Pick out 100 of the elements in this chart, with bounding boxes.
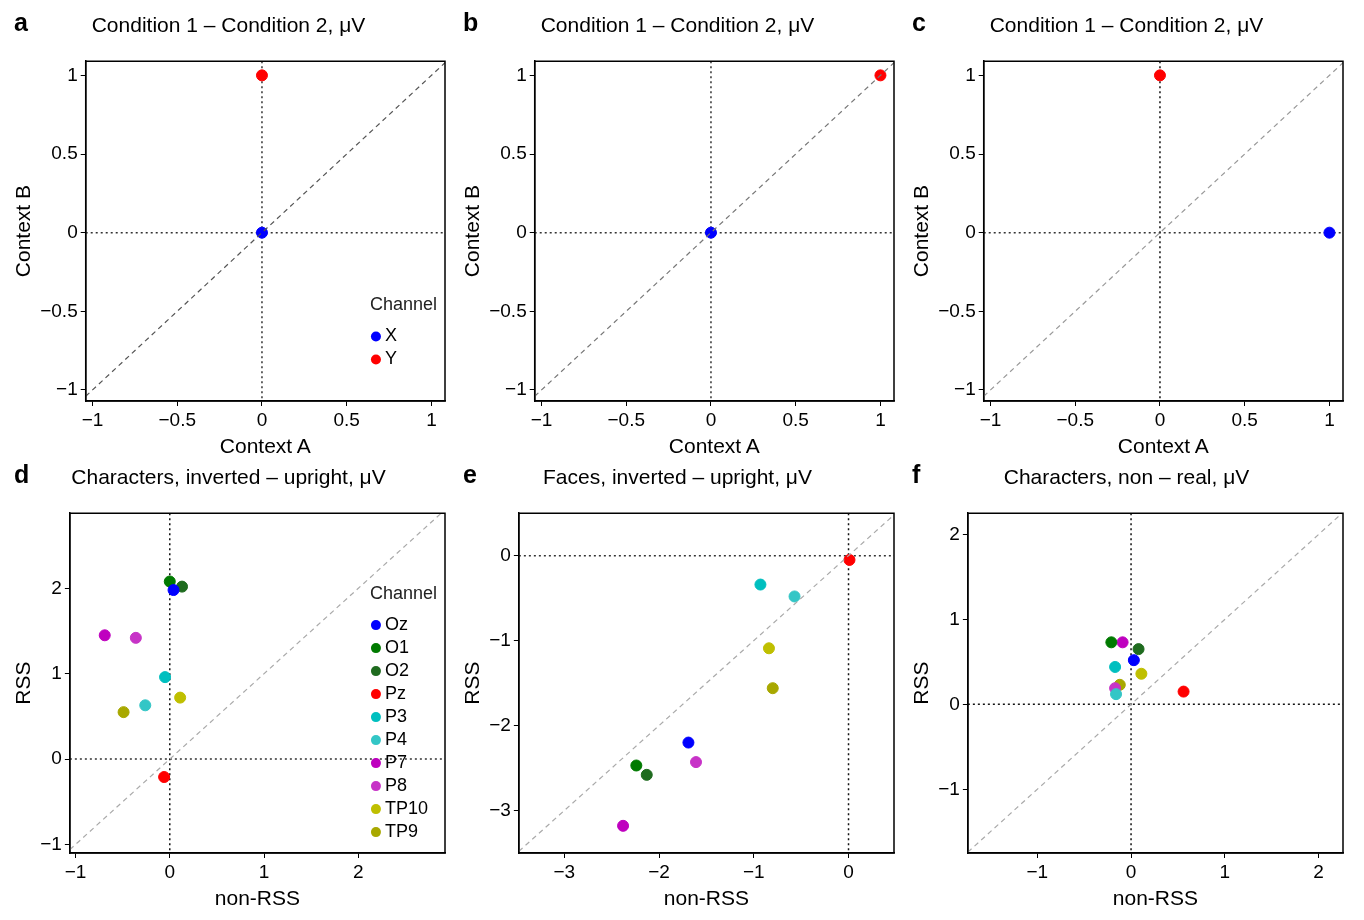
- y-tick-label: 1: [949, 607, 960, 629]
- point: [1110, 688, 1123, 701]
- y-tick-label: 0: [965, 220, 976, 242]
- y-tick-label: −0.5: [40, 299, 78, 321]
- x-tick-label: −1: [979, 408, 1002, 430]
- x-tick-label: 0.5: [333, 408, 360, 430]
- x-tick-label: 0: [843, 860, 854, 882]
- x-tick-label: 0.5: [1231, 408, 1258, 430]
- x-tick-label: 1: [258, 860, 270, 882]
- x-tick-label: −1: [530, 408, 553, 430]
- point: [159, 671, 172, 684]
- point: [1116, 636, 1129, 649]
- y-tick-label: 0: [51, 747, 62, 769]
- text: b: [463, 8, 479, 37]
- legend-label: Oz: [384, 614, 408, 635]
- x-tick-label: 0: [256, 408, 268, 430]
- x-tick-label: −0.5: [1056, 408, 1094, 430]
- point: [167, 584, 180, 597]
- y-axis-title: RSS: [460, 661, 484, 705]
- chart-title: Condition 1 – Condition 2, μV: [540, 13, 815, 37]
- y-tick-label: 2: [949, 522, 960, 544]
- point: [1132, 643, 1145, 656]
- point: [843, 553, 856, 566]
- y-tick-label: −1: [938, 777, 960, 799]
- point: [617, 819, 630, 832]
- y-tick-label: 0: [67, 220, 78, 242]
- y-tick-label: 1: [67, 63, 78, 85]
- legend-label: O1: [384, 637, 409, 658]
- y-axis-title: Context B: [11, 184, 35, 278]
- x-axis-title: non-RSS: [214, 886, 301, 910]
- legend-label: P7: [384, 752, 407, 773]
- x-tick-label: 0: [1125, 860, 1137, 882]
- chart-title: Faces, inverted – upright, μV: [543, 465, 812, 489]
- y-tick-label: −1: [489, 628, 511, 650]
- x-tick-label: 0: [705, 408, 717, 430]
- x-axis-title: Context A: [1117, 434, 1209, 458]
- point: [174, 691, 187, 704]
- legend-label: TP10: [384, 798, 428, 819]
- point: [630, 759, 643, 772]
- text: e: [463, 460, 477, 489]
- text: d: [14, 460, 30, 489]
- legend-label: TP9: [384, 821, 418, 842]
- point: [682, 736, 695, 749]
- point: [766, 682, 779, 695]
- legend-label: O2: [384, 660, 409, 681]
- point: [129, 631, 142, 644]
- x-tick-label: −0.5: [607, 408, 645, 430]
- point: [1127, 654, 1140, 667]
- x-tick-label: −0.5: [158, 408, 196, 430]
- x-tick-label: 0: [164, 860, 176, 882]
- point: [788, 590, 801, 603]
- y-tick-label: 1: [965, 63, 976, 85]
- y-axis-title: Context B: [909, 184, 933, 278]
- point: [1177, 685, 1190, 698]
- legend-title: Channel: [369, 294, 438, 315]
- legend-label: P4: [384, 729, 407, 750]
- point: [754, 578, 767, 591]
- point: [1135, 667, 1148, 680]
- x-tick-label: 2: [1313, 860, 1324, 882]
- legend-label: Y: [384, 348, 397, 369]
- legend-label: P8: [384, 775, 407, 796]
- x-tick-label: 2: [353, 860, 364, 882]
- point: [98, 629, 111, 642]
- legend-title: Channel: [369, 583, 438, 604]
- chart-title: Characters, non – real, μV: [1003, 465, 1250, 489]
- text: c: [912, 8, 926, 37]
- legend-label: X: [384, 325, 397, 346]
- x-tick-label: 1: [875, 408, 886, 430]
- x-tick-label: 0: [1154, 408, 1166, 430]
- y-tick-label: −2: [489, 713, 511, 735]
- x-tick-label: −1: [1026, 860, 1049, 882]
- y-tick-label: −1: [56, 378, 78, 400]
- y-tick-label: −1: [40, 832, 62, 854]
- x-tick-label: 0.5: [782, 408, 809, 430]
- y-tick-label: 0: [516, 220, 527, 242]
- y-axis-title: RSS: [909, 661, 933, 705]
- x-tick-label: −1: [81, 408, 104, 430]
- y-tick-label: −1: [954, 378, 976, 400]
- y-axis-title: RSS: [11, 661, 35, 705]
- y-tick-label: 1: [51, 661, 62, 683]
- point: [690, 756, 703, 769]
- y-tick-label: −1: [505, 378, 527, 400]
- y-tick-label: −0.5: [489, 299, 527, 321]
- text: a: [14, 8, 29, 37]
- x-tick-label: 1: [1219, 860, 1231, 882]
- y-tick-label: 1: [516, 63, 527, 85]
- text: f: [912, 460, 921, 489]
- y-tick-label: −3: [489, 798, 511, 820]
- y-tick-label: 0: [949, 692, 960, 714]
- y-axis-title: Context B: [460, 184, 484, 278]
- x-axis-title: Context A: [219, 434, 311, 458]
- y-tick-label: 2: [51, 576, 62, 598]
- x-tick-label: −2: [648, 860, 670, 882]
- chart-title: Characters, inverted – upright, μV: [71, 465, 386, 489]
- point: [117, 706, 130, 719]
- x-axis-title: non-RSS: [1112, 886, 1199, 910]
- chart-title: Condition 1 – Condition 2, μV: [91, 13, 366, 37]
- x-tick-label: −1: [742, 860, 765, 882]
- x-axis-title: non-RSS: [663, 886, 750, 910]
- x-tick-label: 1: [426, 408, 437, 430]
